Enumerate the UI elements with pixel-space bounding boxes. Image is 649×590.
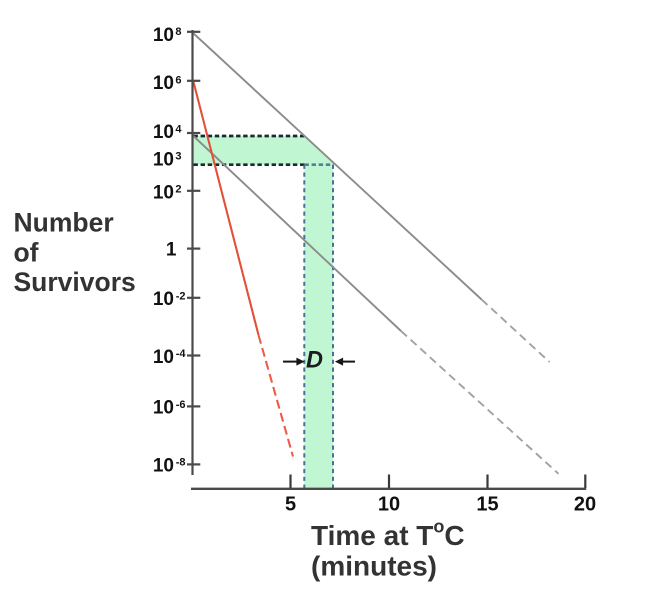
- svg-text:15: 15: [476, 493, 498, 515]
- svg-text:10: 10: [378, 493, 400, 515]
- svg-text:(minutes): (minutes): [311, 551, 437, 582]
- svg-text:D: D: [306, 346, 323, 373]
- svg-text:20: 20: [574, 493, 596, 515]
- svg-text:Survivors: Survivors: [14, 267, 136, 297]
- svg-text:Number: Number: [14, 208, 114, 238]
- svg-text:1: 1: [166, 239, 177, 260]
- svg-text:5: 5: [285, 493, 296, 515]
- svg-text:of: of: [14, 237, 39, 267]
